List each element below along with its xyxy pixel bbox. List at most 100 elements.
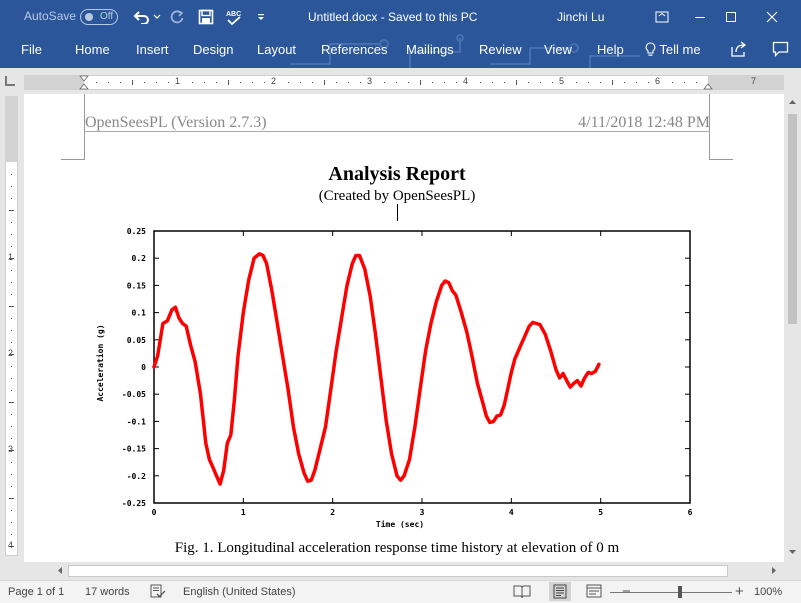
tab-review[interactable]: Review	[479, 42, 522, 57]
circuit-pattern-icon	[290, 34, 640, 68]
report-subtitle: (Created by OpenSeesPL)	[318, 188, 476, 204]
vertical-scrollbar[interactable]	[784, 94, 801, 562]
tab-insert[interactable]: Insert	[136, 42, 169, 57]
hruler-label: 7	[751, 76, 757, 86]
y-tick-label: 0.25	[127, 227, 146, 236]
horizontal-scroll-thumb[interactable]	[68, 565, 728, 577]
lightbulb-icon	[645, 42, 656, 56]
header-rule	[85, 131, 710, 132]
minimize-icon[interactable]	[685, 4, 715, 30]
web-layout-icon[interactable]	[586, 584, 602, 602]
close-icon[interactable]	[757, 4, 787, 30]
y-tick-label: -0.25	[122, 499, 146, 508]
x-tick-label: 6	[688, 508, 693, 517]
x-tick-label: 2	[330, 508, 335, 517]
y-tick-label: 0.1	[132, 309, 147, 318]
zoom-slider[interactable]	[610, 592, 732, 593]
hruler-label: 4	[463, 76, 469, 86]
autosave-toggle[interactable]: Off	[80, 9, 118, 25]
tab-design[interactable]: Design	[193, 42, 234, 57]
user-name[interactable]: Jinchi Lu	[557, 10, 605, 24]
y-tick-label: -0.05	[122, 390, 146, 399]
page-count[interactable]: Page 1 of 1	[8, 586, 65, 598]
figure-caption: Fig. 1. Longitudinal acceleration respon…	[174, 540, 620, 556]
ribbon-display-options-icon[interactable]	[647, 4, 677, 30]
horizontal-scrollbar[interactable]	[24, 562, 784, 579]
customize-quick-access-icon[interactable]	[252, 6, 270, 28]
ribbon-tabs: File Home Insert Design Layout Reference…	[0, 34, 801, 68]
undo-icon[interactable]	[131, 6, 153, 28]
document-status: Untitled.docx - Saved to this PC	[308, 10, 478, 24]
share-icon[interactable]	[731, 41, 748, 60]
zoom-slider-thumb[interactable]	[678, 586, 682, 598]
x-tick-label: 3	[420, 508, 425, 517]
title-bar: AutoSave Off ABC Untitled.docx - Saved t…	[0, 0, 801, 34]
y-tick-label: -0.1	[127, 417, 146, 426]
x-tick-label: 5	[598, 508, 603, 517]
tab-layout[interactable]: Layout	[257, 42, 297, 57]
header-left-text: OpenSeesPL (Version 2.7.3)	[85, 114, 267, 131]
vertical-scroll-thumb[interactable]	[788, 114, 797, 324]
right-indent-icon	[703, 83, 713, 90]
y-tick-label: 0.2	[132, 254, 147, 263]
tab-file[interactable]: File	[21, 42, 42, 57]
first-line-indent-icon	[79, 75, 89, 82]
proofing-icon[interactable]	[150, 584, 166, 602]
margin-corner-top-left	[61, 94, 85, 160]
comments-icon[interactable]	[772, 41, 789, 60]
y-tick-label: 0	[141, 363, 146, 372]
text-cursor	[397, 204, 398, 221]
scroll-right-icon	[772, 567, 776, 574]
maximize-icon[interactable]	[716, 4, 746, 30]
x-tick-label: 4	[509, 508, 514, 517]
y-tick-label: -0.15	[122, 445, 146, 454]
autosave-label: AutoSave	[24, 9, 77, 23]
status-bar: Page 1 of 1 17 words English (United Sta…	[0, 580, 801, 603]
hruler-label: 2	[271, 76, 277, 86]
print-layout-icon[interactable]	[549, 582, 571, 601]
vruler-label: 2	[8, 348, 14, 358]
svg-text:ABC: ABC	[226, 11, 241, 18]
tell-me-box[interactable]: Tell me	[645, 42, 701, 57]
margin-corner-top-right	[709, 94, 733, 160]
scroll-down-icon	[789, 550, 796, 554]
header-right-text: 4/11/2018 12:48 PM	[578, 114, 710, 131]
tab-view[interactable]: View	[544, 42, 572, 57]
scroll-left-icon	[58, 567, 62, 574]
document-page[interactable]: OpenSeesPL (Version 2.7.3) 4/11/2018 12:…	[24, 94, 784, 562]
tab-mailings[interactable]: Mailings	[406, 42, 454, 57]
series-line	[152, 252, 601, 486]
acceleration-chart: 0 1 2 3 4 5 6 0.25 0.2 0.15 0.1 0.05 0 -0.05 -0.1 -0.15…	[95, 227, 693, 529]
y-tick-label: 0.05	[127, 336, 146, 345]
spelling-check-icon[interactable]: ABC	[223, 6, 245, 28]
read-mode-icon[interactable]	[513, 584, 531, 602]
tab-help[interactable]: Help	[597, 42, 624, 57]
tab-home[interactable]: Home	[75, 42, 110, 57]
save-icon[interactable]	[195, 6, 217, 28]
x-tick-label: 0	[152, 508, 157, 517]
y-axis-label: Acceleration (g)	[95, 324, 105, 401]
hruler-label: 6	[655, 76, 661, 86]
hruler-label: 1	[175, 76, 181, 86]
vruler-label: 4	[8, 540, 14, 550]
x-axis-label: Time (sec)	[376, 519, 424, 529]
x-tick-label: 1	[241, 508, 246, 517]
redo-icon[interactable]	[166, 6, 188, 28]
vruler-label: 3	[8, 444, 14, 454]
horizontal-ruler[interactable]: 1 2 3 4 5 6 7	[24, 75, 784, 90]
vertical-ruler[interactable]: 1 2 3 4	[5, 96, 18, 556]
tab-selector-icon[interactable]	[5, 76, 15, 86]
report-title: Analysis Report	[328, 163, 466, 185]
zoom-out-icon[interactable]: −	[622, 583, 631, 600]
undo-dropdown-icon[interactable]	[151, 6, 163, 28]
tell-me-label: Tell me	[659, 42, 701, 57]
word-count[interactable]: 17 words	[85, 586, 130, 598]
zoom-in-icon[interactable]: +	[735, 583, 744, 600]
zoom-level[interactable]: 100%	[754, 586, 783, 598]
tab-references[interactable]: References	[321, 42, 388, 57]
y-tick-label: -0.2	[127, 472, 146, 481]
hruler-label: 5	[559, 76, 565, 86]
hanging-indent-icon	[79, 83, 89, 90]
language[interactable]: English (United States)	[183, 586, 296, 598]
